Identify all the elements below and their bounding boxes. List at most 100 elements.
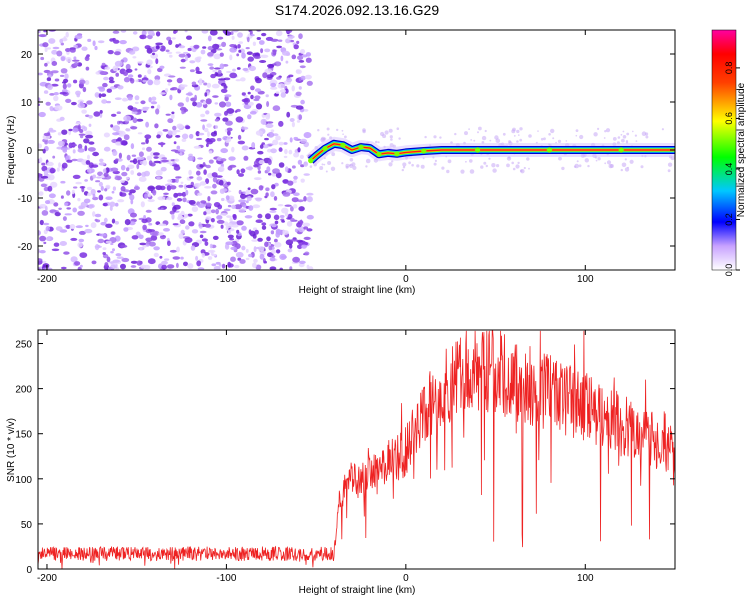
noise-point [226, 127, 233, 132]
noise-point [199, 181, 207, 186]
noise-point [98, 162, 106, 166]
spectrogram-x-ticks: -200 -100 0 100 [37, 30, 594, 285]
track-speckle [439, 136, 442, 139]
track-speckle [420, 164, 425, 169]
noise-point [247, 101, 254, 106]
noise-point [284, 212, 289, 217]
noise-point [127, 74, 134, 78]
spectrogram-y-tick-label: -10 [18, 194, 33, 205]
noise-point [130, 260, 138, 264]
noise-point [213, 202, 221, 208]
noise-point [231, 146, 235, 153]
noise-point [42, 263, 50, 269]
noise-point [99, 71, 106, 75]
noise-point [123, 77, 131, 83]
noise-point [88, 162, 94, 169]
noise-point [132, 158, 138, 165]
track-speckle [641, 131, 647, 136]
track-speckle [411, 163, 414, 167]
noise-point [235, 116, 244, 123]
noise-point [214, 118, 220, 122]
noise-point [155, 31, 161, 37]
noise-point [293, 152, 300, 158]
noise-point [130, 212, 137, 218]
noise-point [269, 207, 277, 211]
noise-point [127, 96, 133, 101]
noise-point [131, 235, 139, 240]
track-speckle [617, 136, 621, 139]
track-speckle [349, 158, 354, 162]
noise-point [266, 148, 272, 153]
track-speckle [460, 169, 465, 174]
noise-point [304, 74, 312, 80]
noise-point [40, 183, 48, 188]
noise-point [272, 168, 280, 174]
track-speckle [516, 140, 519, 143]
track-speckle [447, 159, 452, 164]
noise-point [114, 97, 122, 100]
noise-point [160, 207, 164, 210]
noise-point [178, 149, 186, 153]
noise-point [112, 132, 120, 136]
noise-point [77, 241, 83, 248]
noise-point [198, 132, 205, 136]
track-speckle [587, 164, 590, 168]
noise-point [252, 41, 256, 46]
noise-point [220, 158, 227, 162]
noise-point [102, 253, 109, 259]
noise-point [238, 189, 242, 195]
track-speckle [382, 134, 387, 139]
noise-point [53, 210, 59, 213]
noise-point [147, 229, 155, 232]
noise-point [256, 37, 261, 40]
noise-point [245, 248, 249, 253]
noise-point [153, 252, 159, 258]
noise-point [220, 88, 228, 94]
noise-point [300, 49, 306, 54]
track-speckle [433, 135, 437, 139]
noise-point [176, 262, 179, 268]
track-speckle [336, 128, 339, 132]
noise-point [147, 79, 154, 86]
noise-point [46, 236, 51, 241]
noise-point [287, 180, 294, 186]
track-speckle [341, 129, 344, 132]
noise-point [39, 250, 46, 254]
noise-point [300, 164, 305, 168]
noise-point [260, 48, 264, 54]
noise-point [119, 192, 127, 197]
noise-point [110, 124, 114, 128]
noise-point [90, 222, 97, 229]
noise-point [276, 45, 282, 49]
noise-point [52, 155, 56, 159]
track-knot [322, 146, 328, 152]
noise-point [270, 148, 277, 154]
colorbar-gradient [711, 29, 737, 271]
noise-point [107, 267, 112, 270]
spectrogram-y-tick-label: 20 [21, 50, 33, 61]
track-speckle [565, 140, 568, 142]
noise-point [137, 74, 142, 78]
noise-point [194, 94, 198, 101]
noise-point [105, 167, 110, 174]
noise-point [212, 183, 217, 189]
noise-point [160, 166, 167, 172]
noise-point [38, 111, 46, 118]
noise-point [77, 197, 81, 202]
noise-point [42, 42, 49, 48]
noise-point [189, 69, 195, 73]
noise-point [146, 47, 153, 54]
noise-point [252, 233, 257, 239]
noise-point [60, 195, 64, 199]
noise-point [59, 241, 67, 246]
noise-point [60, 266, 67, 270]
noise-point [303, 161, 309, 167]
noise-point [185, 184, 194, 189]
noise-point [270, 82, 277, 88]
noise-point [306, 264, 310, 270]
noise-point [225, 241, 234, 245]
noise-point [92, 151, 99, 157]
noise-point [107, 50, 114, 55]
noise-point [67, 83, 72, 88]
noise-point [308, 266, 314, 270]
